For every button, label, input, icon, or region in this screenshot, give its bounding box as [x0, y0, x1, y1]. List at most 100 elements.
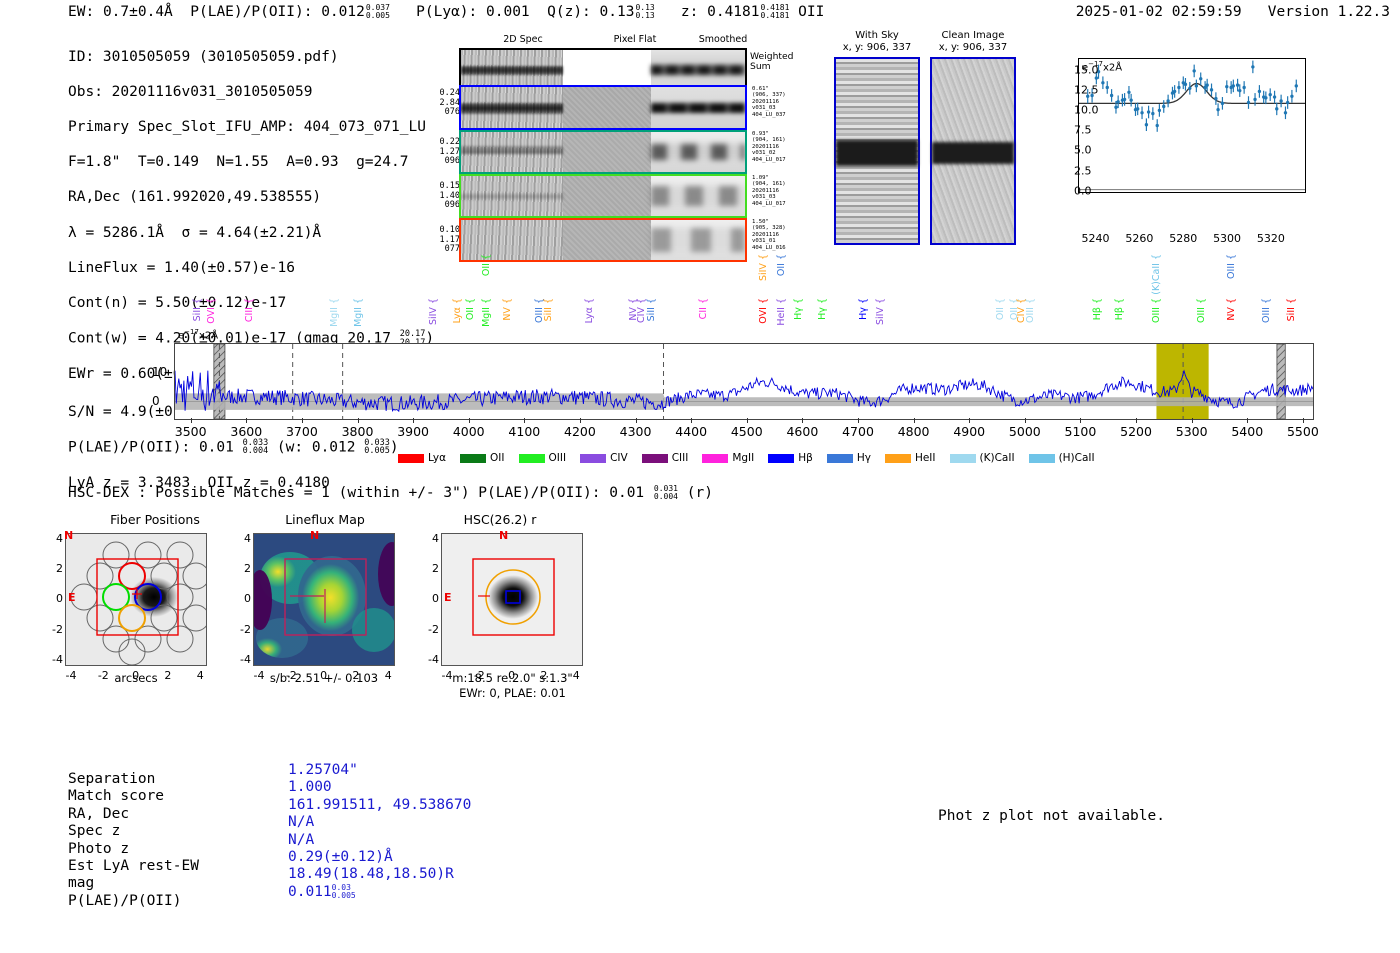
spec2d-row-0-right-label: 0.61" (906, 337) 20201116 v031_03 404_LU… — [752, 86, 786, 118]
legend-item-7: Hγ — [826, 452, 871, 464]
line-marker-12: SiII { — [543, 298, 555, 322]
hsc-r-caption2: EWr: 0, PLAE: 0.01 — [459, 686, 566, 700]
legend-swatch-2 — [518, 453, 545, 463]
legend-label-1: OII — [490, 452, 505, 464]
emission-line-data — [1079, 60, 1305, 191]
emission-line-axes: e−17x2Å — [1078, 58, 1306, 193]
table-label-4: Photo z — [68, 840, 130, 857]
line-marker-33: (K)CaII { — [1150, 254, 1162, 295]
spec2d-title-0: 2D Spec — [503, 34, 543, 45]
with-sky-subtitle: x, y: 906, 337 — [842, 42, 912, 53]
legend-label-4: CIII — [671, 452, 689, 464]
line-marker-38: SiII { — [1286, 298, 1298, 322]
table-plae-errors: 0.03 0.005 — [331, 883, 356, 901]
hsc-r-title: HSC(26.2) r — [463, 512, 537, 527]
info-lineflux: LineFlux = 1.40(±0.57)e-16 — [68, 259, 295, 276]
legend-label-9: (K)CaII — [979, 452, 1015, 464]
line-marker-0: SiII { — [192, 298, 204, 322]
line-marker-23: Hγ { — [817, 298, 829, 320]
plya-label: P(Lyα): — [416, 4, 478, 20]
spec2d-row-3 — [459, 218, 747, 262]
line-marker-9: OII { — [480, 254, 492, 277]
info-id: ID: 3010505059 (3010505059.pdf) — [68, 48, 339, 65]
legend-swatch-8 — [884, 453, 911, 463]
legend-item-2: OIII — [518, 452, 567, 464]
spec2d-row-2-right-label: 1.09" (904, 161) 20201116 v031_03 404_LU… — [752, 175, 786, 207]
spectrum-legend: Lyα OII OIII CIV CIII MgII Hβ Hγ HeII (K)CaII (H)C… — [398, 452, 1105, 464]
row0-smoothed-image — [651, 87, 745, 128]
emission-line-fit-plot: e−17x2Å 0.02.55.07.510.012.515.052405260… — [1040, 52, 1310, 245]
info-lambda-sigma: λ = 5286.1Å σ = 4.64(±2.21)Å — [68, 224, 322, 241]
line-marker-29: OIII { — [1024, 298, 1036, 323]
spec2d-weighted-sum-row — [459, 48, 747, 90]
legend-swatch-0 — [398, 453, 424, 463]
panel-2-xtick-0: -4 — [441, 669, 453, 682]
legend-swatch-9 — [949, 453, 976, 463]
line-marker-3: MgII { — [328, 298, 340, 327]
info-plae-errors: 0.033 0.004 — [242, 437, 269, 457]
table-value-7: 0.011 0.03 0.005 — [288, 883, 356, 901]
line-marker-32: OIII { — [1150, 298, 1162, 323]
timestamp: 2025-01-02 02:59:59 — [1075, 4, 1242, 20]
lineflux-map-xlabel: s/b: 2.51 +/- 0.103 — [269, 671, 379, 685]
qz-value: 0.13 — [599, 4, 635, 20]
panel-1-ytick-4: -4 — [240, 652, 251, 666]
legend-label-5: MgII — [732, 452, 755, 464]
panel-1-ytick-0: 4 — [244, 532, 251, 545]
ew-label: EW: — [68, 4, 95, 20]
legend-item-6: Hβ — [768, 452, 813, 464]
info-params: F=1.8" T=0.149 N=1.55 A=0.93 g=24.7 — [68, 154, 409, 171]
line-marker-16: SiII { — [645, 298, 657, 322]
table-value-6: 18.49(18.48,18.50)R — [288, 866, 454, 883]
with-sky-title: With Sky — [855, 30, 899, 41]
panel-1-ytick-2: 0 — [244, 592, 251, 606]
legend-label-6: Hβ — [798, 452, 813, 464]
lineflux-map-title: Lineflux Map — [285, 512, 365, 527]
panel-2-xtick-3: 2 — [540, 669, 548, 682]
line-marker-37: OIII { — [1260, 298, 1272, 323]
table-label-0: Separation — [68, 771, 156, 787]
legend-swatch-10 — [1028, 453, 1055, 463]
ew-value: 0.7±0.4Å — [102, 4, 173, 20]
panel-0-xtick-2: 0 — [132, 669, 140, 682]
info-radec: RA,Dec (161.992020,49.538555) — [68, 189, 322, 206]
line-marker-30: Hβ { — [1091, 298, 1103, 321]
weighted-sum-label: Weighted Sum — [750, 51, 794, 72]
header-summary-line: EW: 0.7±0.4Å P(LAE)/P(OII): 0.012 0.037 0.… — [68, 4, 824, 20]
photz-note: Phot z plot not available. — [938, 808, 1165, 824]
version-label: Version 1.22.3 — [1267, 4, 1390, 20]
z-errors: 0.4181 0.4181 — [760, 3, 790, 21]
line-marker-25: SiIV { — [874, 298, 886, 326]
weighted-smoothed-image — [651, 50, 745, 88]
fiber-positions-xlabel: arcsecs — [114, 671, 158, 685]
spec2d-title-1: Pixel Flat — [613, 34, 657, 45]
hsc-header-errors: 0.031 0.004 — [653, 484, 678, 502]
line-marker-20: HeII { — [775, 298, 787, 326]
legend-label-2: OIII — [548, 452, 567, 464]
spec2d-row-1-right-label: 0.93" (904, 161) 20201116 v031_02 404_LU… — [752, 131, 786, 163]
fiber-e-label: E — [68, 591, 76, 604]
row0-pixelflat-image — [563, 87, 652, 128]
legend-item-10: (H)CaII — [1028, 452, 1095, 464]
spec2d-row-3-right-label: 1.50" (905, 328) 20201116 v031_01 404_LU… — [752, 219, 786, 251]
with-sky-image — [834, 57, 920, 245]
hsc-r-image — [441, 533, 583, 666]
qz-errors: 0.13 0.13 — [635, 3, 655, 21]
line-marker-19: SiIV { — [757, 254, 769, 282]
table-value-3: N/A — [288, 814, 315, 831]
panel-1-xtick-1: -2 — [285, 669, 297, 682]
line-marker-13: Lyα { — [583, 298, 595, 324]
line-marker-5: SiIV { — [428, 298, 440, 326]
panel-0-xtick-4: 4 — [196, 669, 204, 682]
row3-smoothed-image — [651, 220, 745, 260]
match-table-labels: Separation Match score RA, Dec Spec z Photo … — [68, 771, 199, 910]
legend-item-3: CIV — [580, 452, 628, 464]
fiber-positions-title: Fiber Positions — [110, 512, 200, 527]
panel-2-xtick-4: 4 — [572, 669, 580, 682]
table-label-5: Est LyA rest-EW — [68, 858, 199, 875]
weighted-pixelflat-image — [563, 50, 652, 88]
legend-swatch-7 — [826, 453, 853, 463]
legend-item-9: (K)CaII — [949, 452, 1015, 464]
z-label: z: — [680, 4, 699, 20]
